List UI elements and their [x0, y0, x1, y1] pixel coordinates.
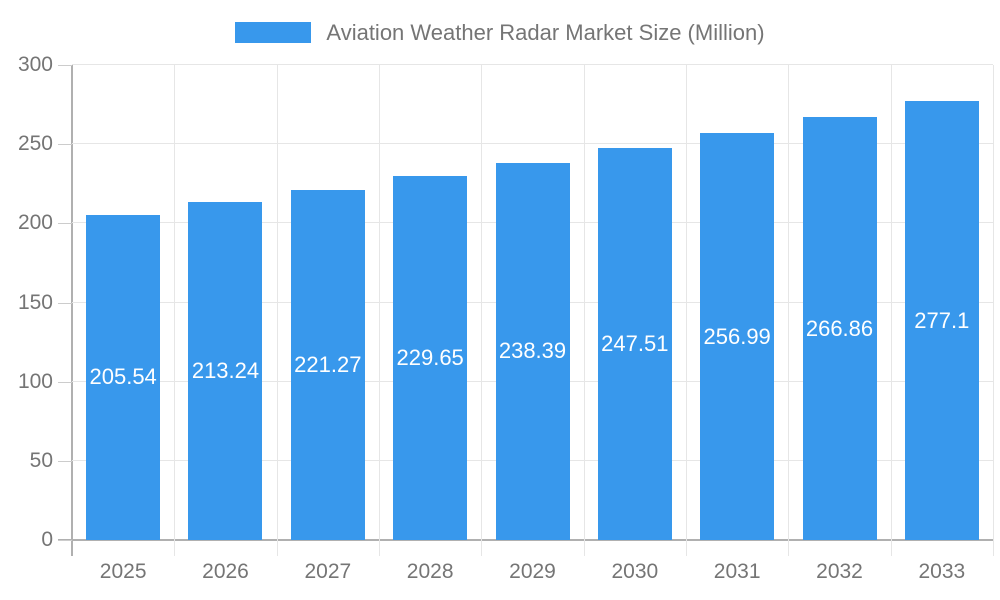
- y-axis-tick: [58, 223, 72, 225]
- gridline-vertical: [890, 65, 892, 556]
- bar: [188, 202, 263, 540]
- bar: [290, 189, 365, 540]
- x-axis-line: [58, 539, 993, 541]
- gridline-vertical: [993, 65, 994, 556]
- x-axis-tick-label: 2032: [816, 560, 863, 583]
- gridline-vertical: [276, 65, 278, 556]
- bar: [86, 214, 161, 540]
- plot-area: 205.54 213.24 221.27 229.65 238.39 247.51 256.…: [72, 64, 994, 556]
- gridline-horizontal: [72, 143, 993, 145]
- y-axis-tick-label: 0: [41, 528, 53, 551]
- legend[interactable]: Aviation Weather Radar Market Size (Mill…: [0, 20, 1000, 45]
- bar-value-label: 256.99: [703, 323, 771, 349]
- x-axis-tick-label: 2027: [304, 560, 352, 583]
- x-axis-tick-label: 2026: [202, 560, 249, 583]
- x-axis-tick-label: 2028: [406, 560, 454, 583]
- bar-value-label: 205.54: [89, 364, 157, 390]
- bar: [495, 162, 570, 540]
- x-axis-tick-label: 2031: [713, 560, 761, 583]
- gridline-vertical: [378, 65, 380, 556]
- gridline-vertical: [685, 65, 687, 556]
- y-axis-tick: [58, 540, 72, 541]
- gridline-vertical: [174, 65, 176, 556]
- bar-value-label: 221.27: [294, 351, 362, 377]
- gridline-horizontal: [72, 64, 993, 65]
- bar: [700, 133, 775, 540]
- bar-value-label: 213.24: [191, 358, 260, 384]
- legend-label: Aviation Weather Radar Market Size (Mill…: [326, 20, 765, 45]
- x-axis-tick-label: 2025: [99, 560, 147, 583]
- bar-value-label: 266.86: [805, 315, 874, 341]
- y-axis-tick-label: 200: [17, 211, 53, 235]
- bar: [393, 176, 468, 540]
- y-axis-tick-label: 150: [17, 290, 53, 314]
- y-axis-tick: [58, 381, 72, 383]
- gridline-vertical: [481, 65, 483, 556]
- gridline-vertical: [788, 65, 790, 556]
- y-axis-line: [71, 65, 73, 556]
- x-axis-tick-label: 2030: [611, 560, 659, 583]
- y-axis-tick: [58, 65, 72, 66]
- x-axis-tick-label: 2033: [918, 560, 966, 583]
- bar: [802, 117, 877, 540]
- bar-value-label: 238.39: [498, 338, 567, 364]
- bar-value-label: 247.51: [601, 331, 669, 357]
- legend-swatch: [235, 22, 312, 43]
- y-axis-tick: [58, 144, 72, 146]
- bar-value-label: 229.65: [396, 345, 464, 371]
- bar-value-label: 277.1: [914, 307, 970, 333]
- bar: [904, 101, 979, 540]
- y-axis-tick-label: 300: [17, 53, 53, 76]
- y-axis-tick: [58, 460, 72, 462]
- y-axis-tick: [58, 302, 72, 304]
- y-axis-tick-label: 250: [17, 132, 53, 156]
- bar: [597, 148, 672, 540]
- y-axis-tick-label: 100: [17, 369, 53, 393]
- y-axis-tick-label: 50: [29, 448, 53, 472]
- x-axis-tick-label: 2029: [509, 560, 556, 583]
- gridline-vertical: [583, 65, 585, 556]
